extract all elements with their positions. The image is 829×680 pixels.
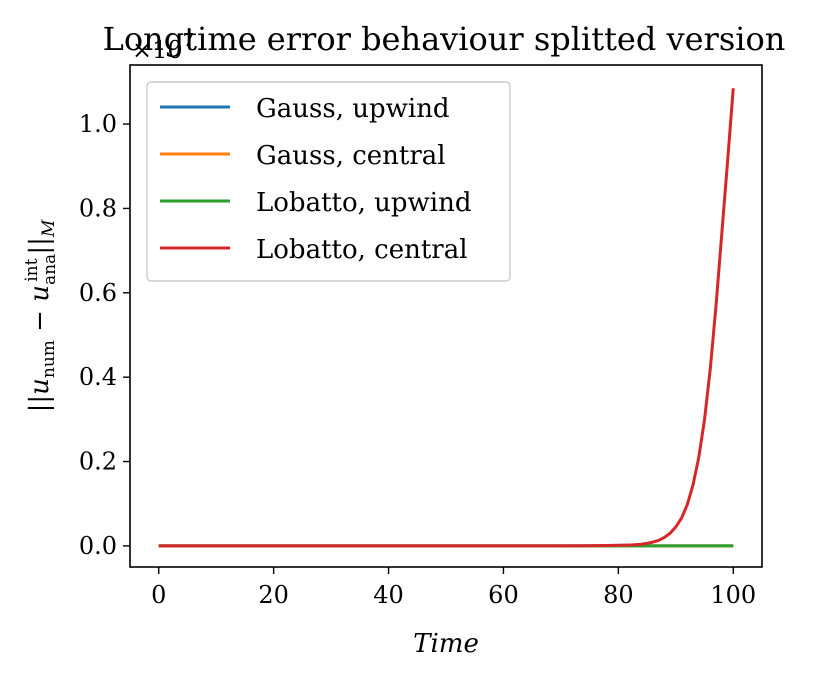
y-offset-prefix: ×10 (132, 36, 183, 64)
axes-frame (129, 64, 763, 568)
y-tick-label: 0.6 (79, 279, 117, 307)
y-tick-label: 0.0 (79, 532, 117, 560)
x-tick-label: 60 (488, 581, 519, 609)
y-label-m-sub: M (39, 219, 59, 238)
y-offset-exponent: 7 (183, 30, 194, 51)
x-tick-label: 100 (710, 581, 756, 609)
y-label-close: || (25, 237, 55, 255)
x-axis-label: Time (413, 629, 479, 659)
y-label-int-sup: int (22, 258, 42, 281)
y-tick-label: 0.8 (79, 194, 117, 222)
x-tick-label: 40 (373, 581, 404, 609)
series-line-lobatto-central (158, 88, 735, 548)
y-offset-label: ×107 (132, 30, 194, 64)
y-label-main: ||u (25, 378, 55, 412)
x-tick-label: 80 (603, 581, 634, 609)
x-ticks: 0 20 40 60 80 100 (151, 567, 756, 609)
x-tick-label: 20 (258, 581, 289, 609)
legend-label-lobatto-upwind: Lobatto, upwind (256, 188, 472, 218)
y-label-num-sub: num (39, 340, 59, 378)
y-tick-label: 1.0 (79, 110, 117, 138)
legend-label-lobatto-central: Lobatto, central (256, 235, 468, 265)
legend-label-gauss-central: Gauss, central (256, 141, 446, 171)
series-layer (158, 88, 735, 548)
x-tick-label: 0 (151, 581, 166, 609)
legend: Gauss, upwind Gauss, central Lobatto, upwi… (146, 81, 511, 282)
legend-label-gauss-upwind: Gauss, upwind (256, 94, 450, 124)
y-label-ana-sub: ana (40, 254, 60, 285)
y-axis-label: ||unum − uanaint ||M (22, 219, 60, 412)
chart-title: Longtime error behaviour splitted versio… (103, 20, 786, 58)
y-ticks: 0.0 0.2 0.4 0.6 0.8 1.0 (79, 110, 130, 560)
legend-box (146, 81, 511, 282)
y-label-minus: − u (25, 285, 55, 340)
y-tick-label: 0.2 (79, 448, 117, 476)
y-tick-label: 0.4 (79, 363, 117, 391)
